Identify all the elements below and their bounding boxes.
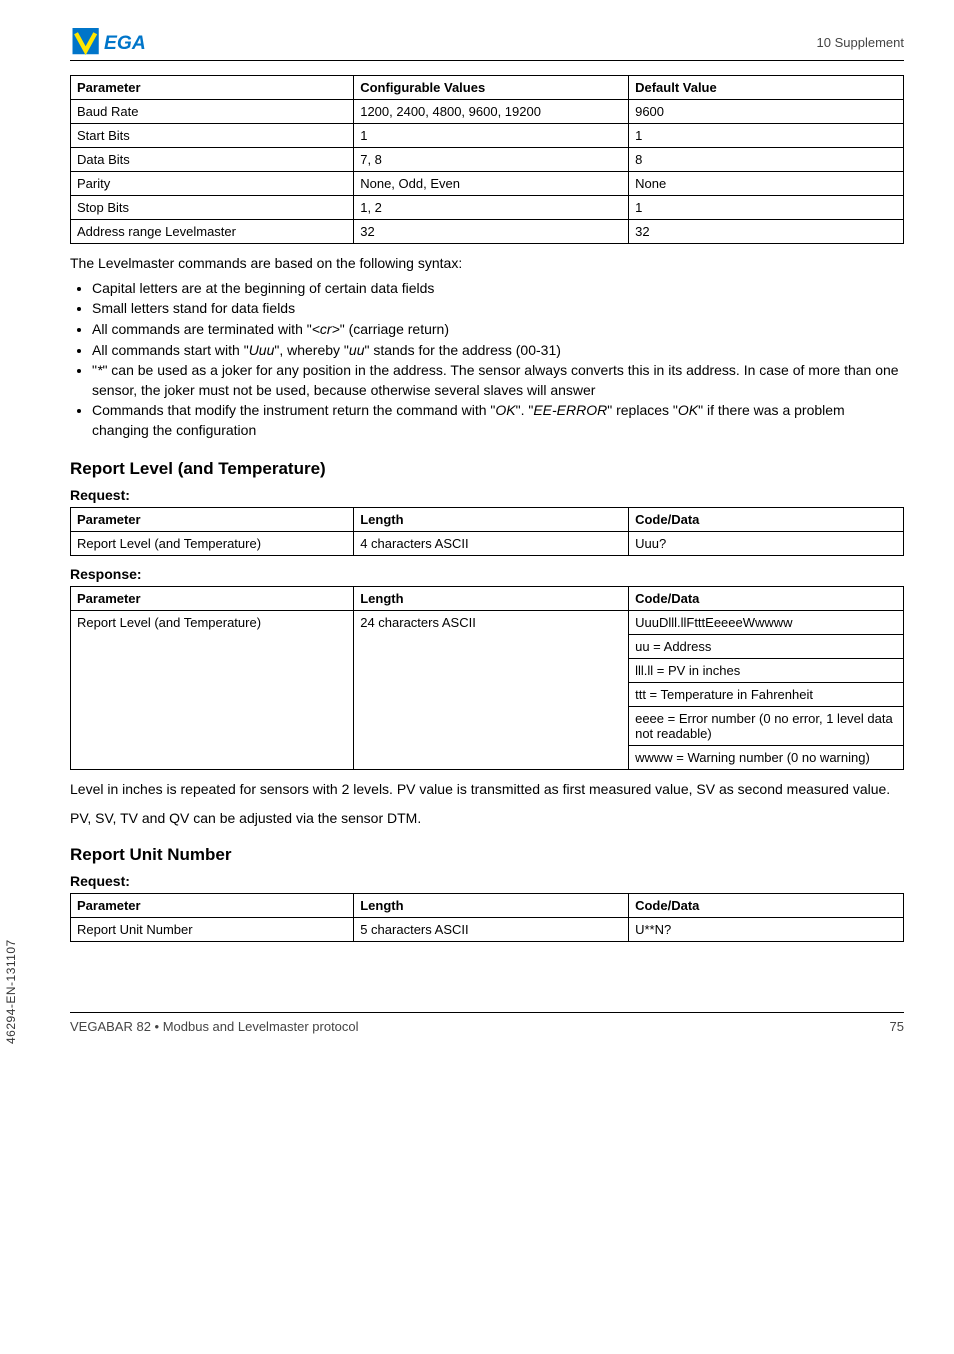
page-header: EGA 10 Supplement [70, 28, 904, 61]
syntax-bullets: Capital letters are at the beginning of … [70, 279, 904, 441]
rlt-request-table: Parameter Length Code/Data Report Level … [70, 507, 904, 556]
response-label: Response: [70, 566, 904, 582]
rlt-response-table: Parameter Length Code/Data Report Level … [70, 586, 904, 770]
para-after-response: Level in inches is repeated for sensors … [70, 780, 904, 799]
vega-logo: EGA [70, 28, 180, 56]
table-row: Baud Rate1200, 2400, 4800, 9600, 1920096… [71, 100, 904, 124]
request-label-run: Request: [70, 873, 904, 889]
table-row: Address range Levelmaster3232 [71, 220, 904, 244]
svg-text:EGA: EGA [104, 33, 146, 54]
bullet-item: Small letters stand for data fields [92, 299, 904, 319]
page-footer: VEGABAR 82 • Modbus and Levelmaster prot… [70, 1012, 904, 1034]
bullet-item: Commands that modify the instrument retu… [92, 401, 904, 440]
table-row: Stop Bits1, 21 [71, 196, 904, 220]
table-row: Report Unit Number 5 characters ASCII U*… [71, 918, 904, 942]
bullet-item: All commands start with "Uuu", whereby "… [92, 341, 904, 361]
bullet-item: "*" can be used as a joker for any posit… [92, 361, 904, 400]
table-row: ParityNone, Odd, EvenNone [71, 172, 904, 196]
table-row: Data Bits7, 88 [71, 148, 904, 172]
bullet-item: Capital letters are at the beginning of … [92, 279, 904, 299]
table-row: Report Level (and Temperature) 4 charact… [71, 531, 904, 555]
run-request-table: Parameter Length Code/Data Report Unit N… [70, 893, 904, 942]
header-supplement: 10 Supplement [817, 35, 904, 50]
para-pv: PV, SV, TV and QV can be adjusted via th… [70, 809, 904, 828]
config-table: Parameter Configurable Values Default Va… [70, 75, 904, 244]
bullet-item: All commands are terminated with "<cr>" … [92, 320, 904, 340]
section-title-run: Report Unit Number [70, 845, 904, 865]
request-label: Request: [70, 487, 904, 503]
th-parameter: Parameter [71, 76, 354, 100]
table-row: Start Bits11 [71, 124, 904, 148]
footer-left: VEGABAR 82 • Modbus and Levelmaster prot… [70, 1019, 359, 1034]
syntax-intro: The Levelmaster commands are based on th… [70, 254, 904, 273]
section-title-rlt: Report Level (and Temperature) [70, 459, 904, 479]
footer-page-number: 75 [890, 1019, 904, 1034]
table-row: Report Level (and Temperature) 24 charac… [71, 610, 904, 634]
doc-id: 46294-EN-131107 [4, 940, 18, 1045]
th-default: Default Value [629, 76, 904, 100]
th-configurable: Configurable Values [354, 76, 629, 100]
